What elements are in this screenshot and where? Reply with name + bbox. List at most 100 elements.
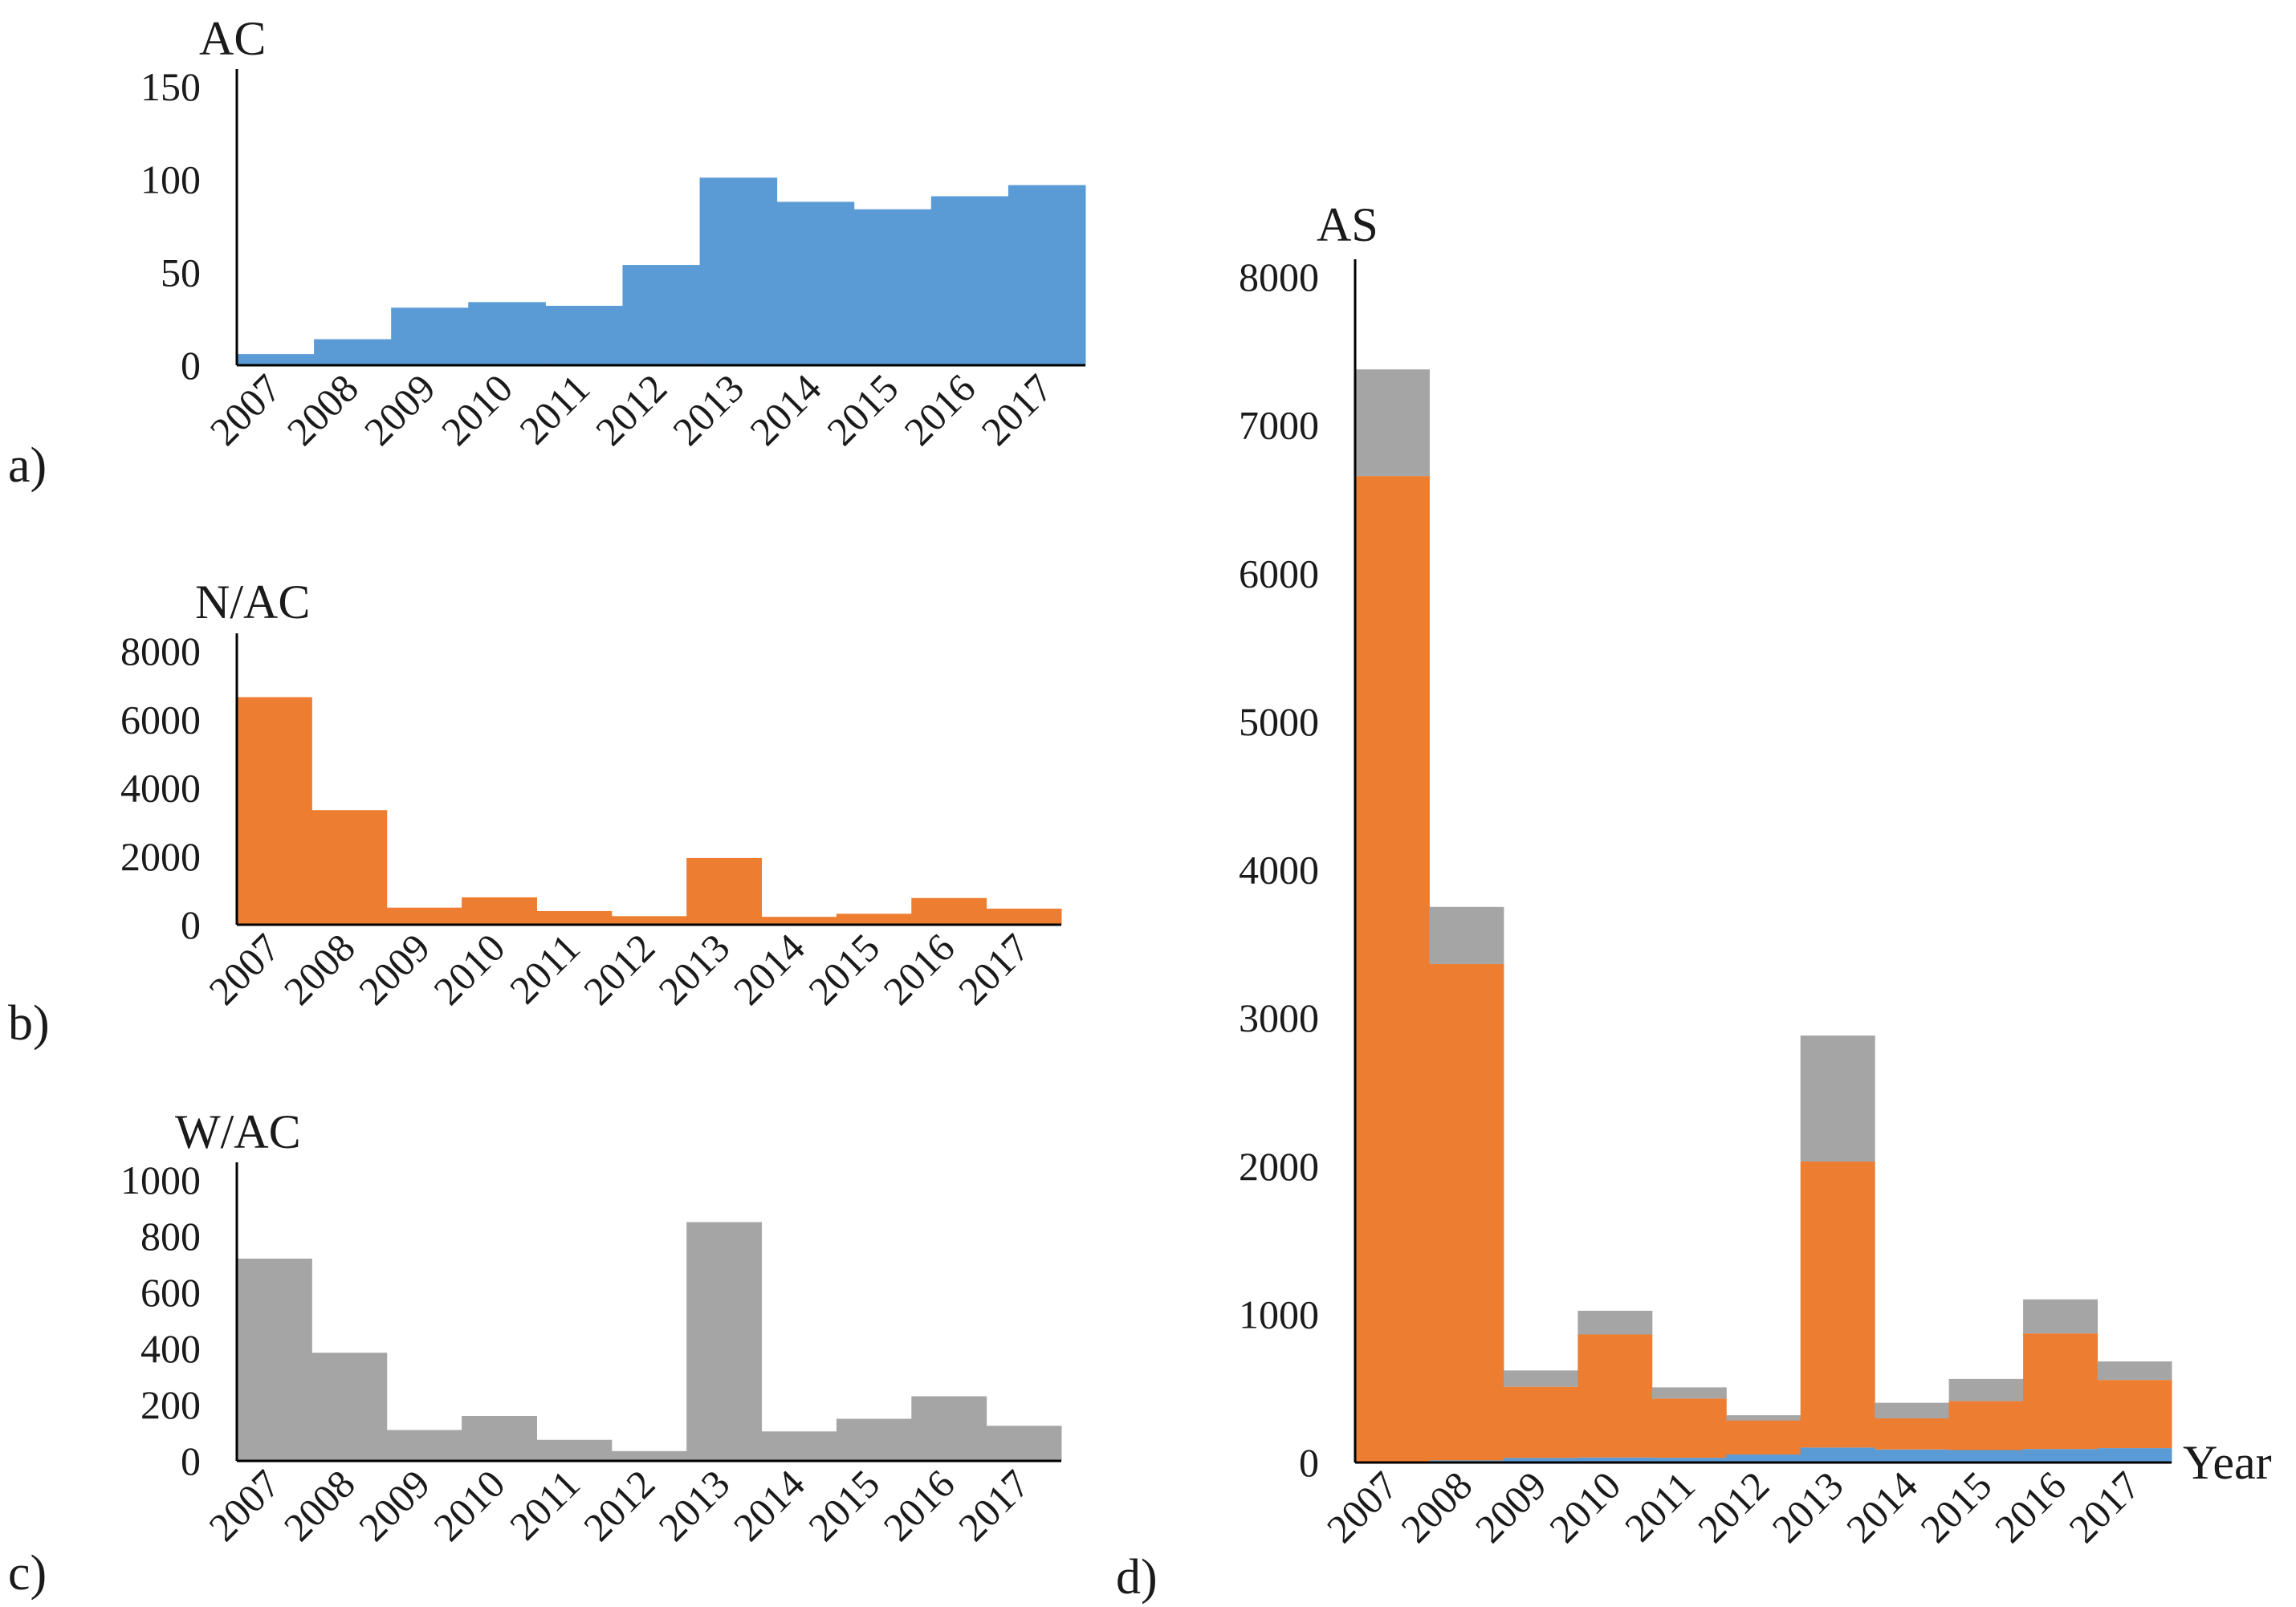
- bar-ac-2012: [1726, 1454, 1801, 1463]
- bar-2012: [611, 1450, 687, 1461]
- x-tick-label: 2008: [275, 925, 364, 1013]
- bar-2016: [911, 897, 987, 925]
- bar-ac-2017: [2097, 1448, 2172, 1463]
- y-tick-label: 200: [140, 1382, 201, 1427]
- x-tick-label: 2008: [275, 1461, 364, 1549]
- y-tick-label: 3000: [1239, 995, 1319, 1040]
- y-tick-label: 600: [140, 1270, 201, 1315]
- x-tick-label: 2011: [501, 1461, 588, 1548]
- bar-2010: [462, 1416, 537, 1461]
- x-tick-label: 2013: [664, 365, 752, 454]
- bar-ac-2014: [1875, 1449, 1950, 1463]
- x-tick-label: 2009: [350, 925, 438, 1013]
- x-tick-label: 2015: [1911, 1463, 2000, 1551]
- bar-2013: [686, 857, 763, 925]
- bar-nac-2012: [1726, 1420, 1801, 1455]
- bar-wac-2012: [1726, 1415, 1801, 1421]
- bar-nac-2015: [1948, 1401, 2024, 1450]
- bar-ac-2015: [1948, 1450, 2024, 1463]
- x-tick-label: 2011: [501, 925, 588, 1012]
- y-tick-label: 7000: [1239, 403, 1319, 448]
- bar-2012: [622, 265, 701, 365]
- bar-nac-2013: [1800, 1162, 1875, 1448]
- panel-label: a): [8, 438, 47, 493]
- bar-nac-2014: [1875, 1418, 1950, 1450]
- bar-2009: [386, 907, 462, 925]
- bar-2013: [686, 1222, 763, 1461]
- y-tick-label: 6000: [120, 697, 201, 742]
- x-tick-label: 2011: [1616, 1463, 1704, 1550]
- bar-2010: [462, 897, 537, 925]
- x-tick-label: 2013: [649, 925, 738, 1013]
- x-tick-label: 2010: [425, 925, 513, 1013]
- x-tick-label: 2016: [874, 1461, 963, 1549]
- x-tick-label: 2013: [1763, 1463, 1851, 1551]
- y-axis-title: AC: [199, 12, 266, 65]
- x-tick-label: 2016: [1986, 1463, 2074, 1551]
- bar-2017: [1008, 185, 1086, 365]
- bar-nac-2016: [2023, 1333, 2099, 1450]
- x-tick-label: 2017: [2060, 1463, 2148, 1551]
- y-tick-label: 1000: [120, 1157, 201, 1202]
- y-tick-label: 0: [181, 902, 201, 947]
- bar-2015: [853, 209, 932, 365]
- y-tick-label: 100: [140, 157, 201, 202]
- y-tick-label: 4000: [1239, 848, 1319, 893]
- x-tick-label: 2009: [356, 365, 444, 454]
- bar-2008: [311, 810, 388, 925]
- panel-label: d): [1116, 1550, 1158, 1605]
- chart-panel-2: 0200040006000800020072008200920102011201…: [8, 576, 1062, 1051]
- x-tick-label: 2012: [575, 1461, 663, 1549]
- bar-2013: [699, 177, 778, 365]
- bar-2009: [391, 307, 469, 365]
- y-tick-label: 2000: [120, 834, 201, 879]
- panel-label: b): [8, 996, 50, 1051]
- x-tick-label: 2008: [1392, 1463, 1480, 1551]
- bar-nac-2009: [1503, 1386, 1578, 1459]
- y-tick-label: 50: [161, 250, 201, 295]
- bar-2014: [761, 1431, 837, 1461]
- x-tick-label: 2014: [741, 365, 829, 454]
- chart-panel-4: 0100020003000400050006000700080002007200…: [1116, 198, 2272, 1605]
- bar-ac-2009: [1503, 1458, 1578, 1463]
- y-tick-label: 400: [140, 1326, 201, 1371]
- bar-2011: [545, 305, 623, 365]
- x-tick-label: 2009: [1467, 1463, 1555, 1551]
- bar-wac-2009: [1503, 1370, 1578, 1387]
- bar-2008: [311, 1353, 388, 1461]
- bar-2007: [237, 697, 312, 925]
- y-tick-label: 800: [140, 1214, 201, 1259]
- bar-2014: [776, 201, 855, 365]
- x-tick-label: 2015: [800, 925, 888, 1013]
- bar-2011: [536, 1439, 613, 1461]
- bar-ac-2010: [1577, 1457, 1653, 1463]
- x-tick-label: 2012: [587, 365, 675, 454]
- x-tick-label: 2007: [202, 365, 290, 454]
- x-tick-label: 2014: [725, 925, 813, 1013]
- bar-2014: [761, 917, 837, 925]
- panel-label: c): [8, 1546, 47, 1601]
- y-tick-label: 8000: [1239, 254, 1319, 299]
- bar-2007: [237, 1259, 312, 1461]
- y-tick-label: 5000: [1239, 699, 1319, 744]
- bar-wac-2010: [1577, 1310, 1653, 1335]
- bar-wac-2017: [2097, 1361, 2172, 1381]
- x-tick-label: 2016: [874, 925, 963, 1013]
- y-tick-label: 0: [181, 343, 201, 388]
- bar-2009: [386, 1430, 462, 1461]
- y-tick-label: 0: [1299, 1440, 1319, 1485]
- x-tick-label: 2010: [1541, 1463, 1629, 1551]
- x-tick-label: 2017: [972, 365, 1060, 454]
- bar-2012: [611, 916, 687, 925]
- bar-wac-2015: [1948, 1378, 2024, 1402]
- y-tick-label: 6000: [1239, 551, 1319, 596]
- x-tick-label: 2017: [950, 925, 1038, 1013]
- bar-2015: [836, 1418, 912, 1461]
- x-tick-label: 2008: [279, 365, 367, 454]
- x-tick-label: 2014: [1838, 1463, 1926, 1551]
- bar-2016: [930, 196, 1009, 365]
- bar-2010: [468, 302, 546, 365]
- bar-2008: [314, 339, 392, 365]
- y-tick-label: 150: [140, 64, 201, 109]
